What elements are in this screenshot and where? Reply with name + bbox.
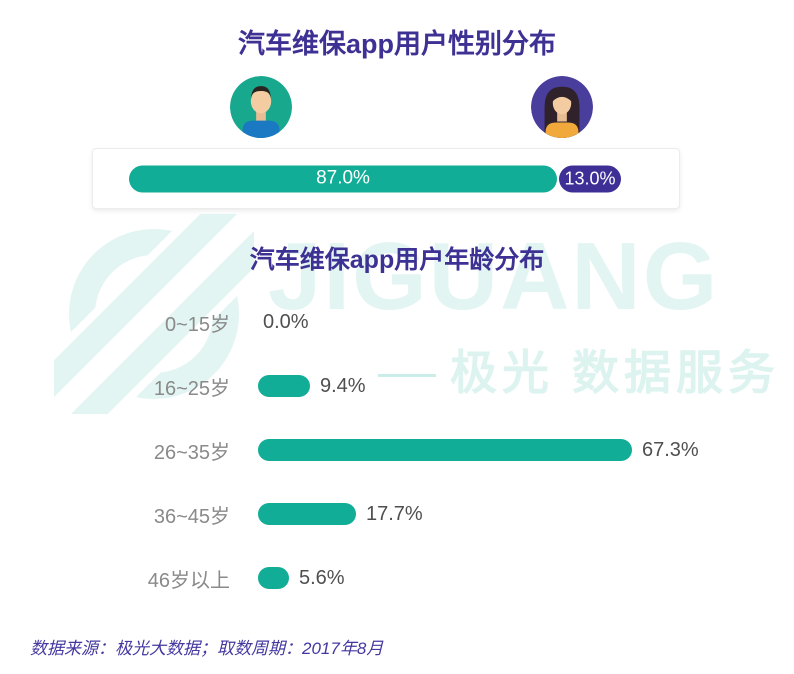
age-category-label: 36~45岁 — [153, 505, 230, 528]
jiguang-logo-icon — [54, 214, 254, 414]
age-value-label: 0.0% — [263, 310, 309, 333]
watermark-dash — [378, 374, 436, 377]
gender-segment-female: 13.0% — [559, 165, 621, 192]
male-percentage-label: 87.0% — [316, 167, 370, 189]
gender-bar-track: 87.0% 13.0% — [129, 165, 621, 192]
age-category-label: 16~25岁 — [153, 377, 230, 400]
age-row: 0~15岁 0.0% — [0, 290, 794, 354]
data-source-note: 数据来源：极光大数据；取数周期：2017年8月 — [30, 639, 384, 658]
gender-chart-title: 汽车维保app用户性别分布 — [237, 29, 556, 59]
age-bar — [258, 375, 310, 397]
age-row: 26~35岁 67.3% — [0, 418, 794, 482]
age-value-label: 67.3% — [642, 438, 699, 461]
age-row: 16~25岁 9.4% — [0, 354, 794, 418]
age-value-label: 17.7% — [366, 502, 423, 525]
female-percentage-label: 13.0% — [564, 168, 616, 188]
gender-bar-card: 87.0% 13.0% — [92, 148, 680, 209]
age-bar-chart: 0~15岁 0.0% 16~25岁 9.4% 26~35岁 67.3% 36~4… — [0, 290, 794, 610]
age-bar — [258, 567, 289, 589]
age-bar — [258, 439, 632, 461]
age-row: 36~45岁 17.7% — [0, 482, 794, 546]
gender-segment-male: 87.0% — [129, 165, 558, 192]
age-bar — [258, 503, 356, 525]
watermark-brand-text: JIGUANG — [268, 223, 720, 330]
age-row: 46岁以上 5.6% — [0, 546, 794, 610]
age-category-label: 0~15岁 — [164, 313, 230, 336]
age-category-label: 46岁以上 — [147, 569, 230, 592]
age-category-label: 26~35岁 — [153, 441, 230, 464]
male-avatar-icon — [230, 76, 292, 138]
age-value-label: 5.6% — [299, 566, 345, 589]
watermark-tagline-text: 极光 数据服务 — [450, 346, 781, 399]
female-avatar-icon — [531, 76, 593, 138]
age-value-label: 9.4% — [320, 374, 366, 397]
age-chart-title: 汽车维保app用户年龄分布 — [249, 246, 545, 274]
